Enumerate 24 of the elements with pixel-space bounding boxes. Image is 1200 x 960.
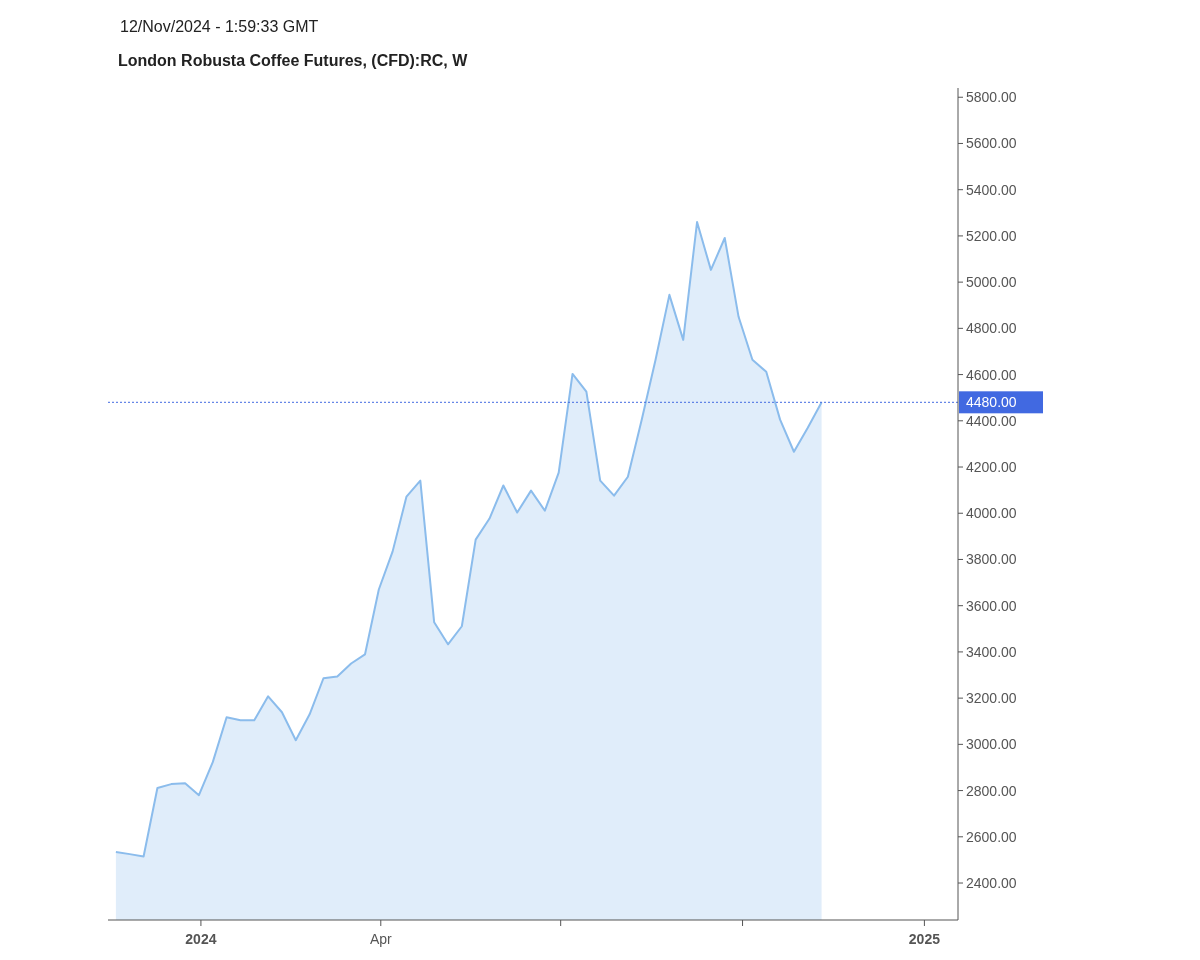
y-tick-label: 5400.00 <box>966 181 1017 198</box>
y-tick-label: 4600.00 <box>966 366 1017 383</box>
y-tick-label: 5000.00 <box>966 274 1017 291</box>
y-tick-label: 2600.00 <box>966 828 1017 845</box>
y-tick-label: 3600.00 <box>966 597 1017 614</box>
x-tick-label: 2025 <box>908 931 941 947</box>
text: 12/Nov/2024 - 1:59:33 GMT <box>120 18 319 35</box>
y-tick-label: 4000.00 <box>966 505 1017 522</box>
x-tick-label: 2024 <box>185 931 217 947</box>
y-tick-label: 5800.00 <box>966 89 1017 106</box>
y-tick-label: 5200.00 <box>966 227 1017 244</box>
y-tick-label: 3200.00 <box>966 690 1017 707</box>
y-tick-label: 4800.00 <box>966 320 1017 337</box>
y-tick-label: 5600.00 <box>966 135 1017 152</box>
y-tick-label: 4400.00 <box>966 412 1017 429</box>
y-tick-label: 2800.00 <box>966 782 1017 799</box>
y-tick-label: 3000.00 <box>966 736 1017 753</box>
y-tick-label: 4200.00 <box>966 459 1017 476</box>
chart-title: London Robusta Coffee Futures, (CFD):RC, W <box>118 52 469 69</box>
ref-line-label: 4480.00 <box>966 394 1017 411</box>
y-tick-label: 2400.00 <box>966 875 1017 892</box>
x-tick-label: Apr <box>369 931 393 947</box>
y-tick-label: 3800.00 <box>966 551 1017 568</box>
y-tick-label: 3400.00 <box>966 643 1017 660</box>
